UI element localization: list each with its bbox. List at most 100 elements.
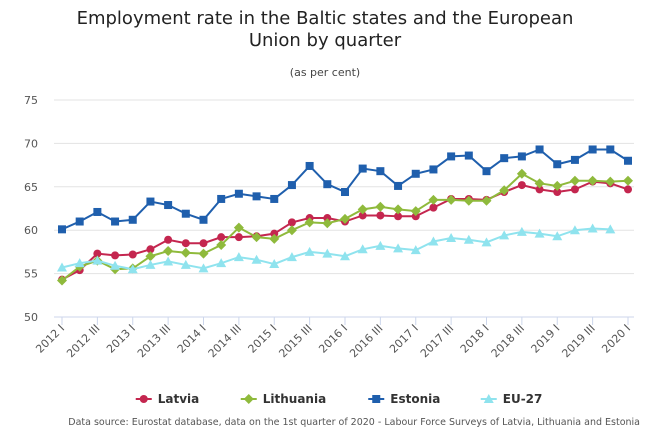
data-point xyxy=(394,181,403,190)
data-point xyxy=(500,154,509,163)
data-point xyxy=(411,212,420,221)
data-point xyxy=(357,244,368,254)
legend-marker xyxy=(372,395,381,403)
data-point xyxy=(269,259,280,269)
data-point xyxy=(252,192,261,201)
data-point xyxy=(623,175,633,186)
x-tick-label: 2019 I xyxy=(529,322,563,356)
data-point xyxy=(341,188,349,197)
data-point xyxy=(446,233,457,243)
data-point xyxy=(605,176,616,187)
data-point xyxy=(463,195,474,206)
series-line xyxy=(61,227,611,271)
data-point xyxy=(429,203,438,212)
data-point xyxy=(376,211,385,220)
x-tick-label: 2013 III xyxy=(135,322,173,360)
data-point xyxy=(217,194,226,203)
data-point xyxy=(198,248,209,259)
data-point xyxy=(606,145,615,154)
data-point xyxy=(270,229,279,238)
data-point xyxy=(428,194,439,205)
data-point xyxy=(570,185,579,194)
y-tick-label: 75 xyxy=(24,94,38,107)
x-tick-label: 2018 III xyxy=(489,322,527,360)
data-point xyxy=(181,239,190,248)
data-point xyxy=(587,175,598,186)
data-point xyxy=(394,212,403,221)
data-point xyxy=(181,209,190,218)
data-point xyxy=(199,215,208,224)
data-point xyxy=(58,225,66,234)
y-tick-label: 55 xyxy=(24,268,38,281)
data-point xyxy=(535,185,544,194)
data-point xyxy=(499,185,510,196)
legend-label: Estonia xyxy=(390,392,440,406)
data-point xyxy=(216,258,227,268)
data-point xyxy=(164,235,173,244)
legend-label: Latvia xyxy=(158,392,200,406)
data-point xyxy=(552,180,563,191)
x-tick-label: 2014 III xyxy=(206,322,244,360)
x-tick-label: 2014 I xyxy=(175,322,209,356)
data-point xyxy=(464,151,473,160)
data-point xyxy=(322,248,333,258)
data-point xyxy=(287,181,296,190)
y-tick-label: 70 xyxy=(24,137,38,150)
data-point xyxy=(375,240,386,250)
data-point xyxy=(428,236,439,246)
data-point xyxy=(164,201,173,210)
x-tick-label: 2016 I xyxy=(316,322,350,356)
data-point xyxy=(569,175,580,186)
data-point xyxy=(111,251,120,260)
data-point xyxy=(163,246,174,257)
x-tick-label: 2012 III xyxy=(64,322,102,360)
data-point xyxy=(163,256,174,266)
data-point xyxy=(146,245,155,254)
data-point xyxy=(517,181,526,190)
data-point xyxy=(304,246,315,256)
chart-subtitle: (as per cent) xyxy=(289,66,361,79)
data-point xyxy=(446,194,457,205)
data-point xyxy=(482,167,491,176)
data-point xyxy=(251,254,262,264)
data-point xyxy=(145,259,156,269)
data-point xyxy=(411,169,420,178)
data-point xyxy=(93,207,102,216)
y-tick-label: 65 xyxy=(24,181,38,194)
data-point xyxy=(393,204,404,215)
legend-label: Lithuania xyxy=(263,392,326,406)
y-tick-label: 60 xyxy=(24,224,38,237)
x-tick-label: 2013 I xyxy=(104,322,138,356)
legend-marker xyxy=(139,395,148,403)
data-point xyxy=(481,195,492,206)
data-point xyxy=(57,262,67,272)
data-point xyxy=(463,234,474,244)
data-point xyxy=(553,160,562,169)
x-tick-label: 2015 III xyxy=(276,322,314,360)
data-point xyxy=(429,165,438,174)
data-point xyxy=(128,250,137,259)
data-point xyxy=(270,194,279,203)
data-point xyxy=(516,168,527,179)
legend-marker xyxy=(483,394,494,403)
x-tick-label: 2019 III xyxy=(559,322,597,360)
data-point xyxy=(357,204,368,215)
data-point xyxy=(304,217,315,228)
data-point xyxy=(111,217,120,226)
data-point xyxy=(128,215,137,224)
data-point xyxy=(233,222,244,233)
data-point xyxy=(340,251,350,261)
data-point xyxy=(410,245,421,255)
source-note: Data source: Eurostat database, data on … xyxy=(68,417,640,428)
data-point xyxy=(517,152,526,161)
data-point xyxy=(217,233,226,242)
legend-marker xyxy=(243,394,254,404)
data-point xyxy=(552,231,563,241)
data-point xyxy=(180,247,191,258)
data-point xyxy=(110,260,121,270)
data-point xyxy=(286,252,297,262)
data-point xyxy=(180,259,191,269)
data-point xyxy=(234,189,243,198)
data-point xyxy=(323,180,332,189)
